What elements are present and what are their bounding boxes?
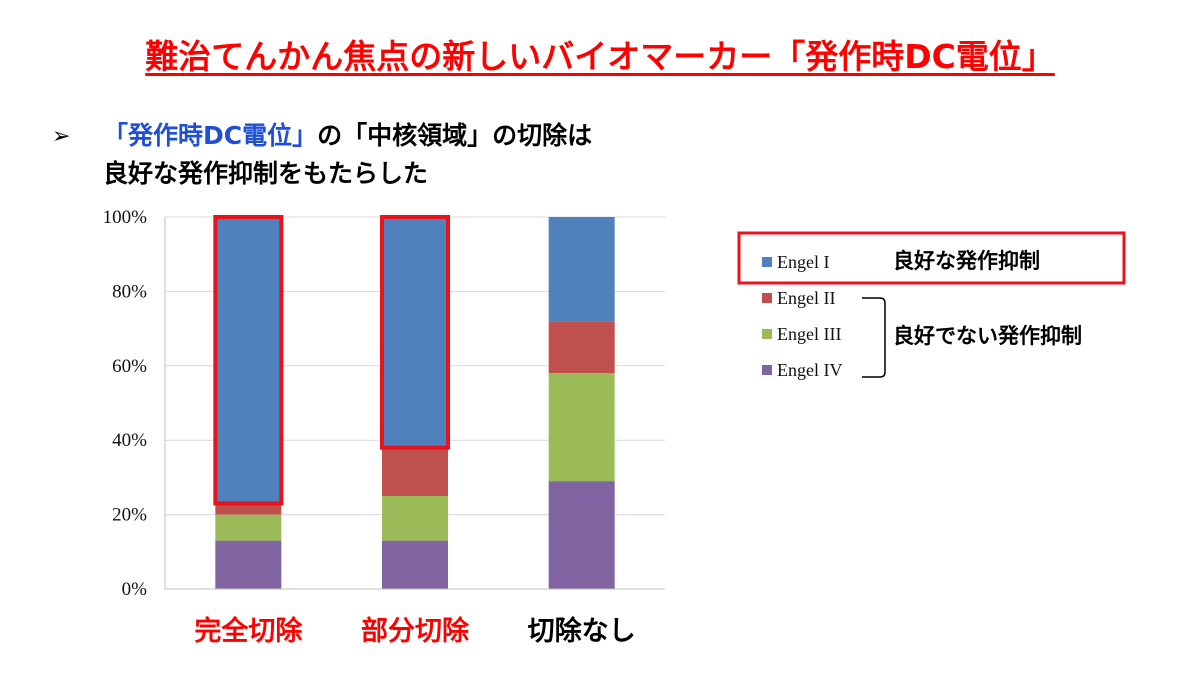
- bar-segment-engel-iii: [215, 514, 282, 541]
- bar-segment-engel-iv: [215, 540, 282, 589]
- bullet-line-1-rest: の「中核領域」の切除は: [317, 121, 593, 150]
- highlight-box: [213, 215, 284, 506]
- bar-segment-engel-i: [548, 217, 615, 322]
- bullet-text: 「発作時DC電位」の「中核領域」の切除は 良好な発作抑制をもたらした: [103, 117, 592, 193]
- legend-swatch: [762, 293, 772, 303]
- legend-note-good: 良好な発作抑制: [893, 249, 1040, 273]
- highlight-box: [380, 215, 450, 450]
- legend-swatch: [762, 257, 772, 267]
- legend-label: Engel I: [777, 252, 829, 272]
- slide-title: 難治てんかん焦点の新しいバイオマーカー「発作時DC電位」: [145, 37, 1055, 76]
- bar-segment-engel-iii: [382, 496, 448, 541]
- bars: [215, 217, 615, 589]
- legend-label: Engel II: [777, 288, 835, 308]
- y-tick-label: 100%: [103, 207, 148, 228]
- bullet-line-2: 良好な発作抑制をもたらした: [103, 159, 429, 188]
- bullet-highlight: 「発作時DC電位」: [103, 121, 318, 150]
- bar-segment-engel-ii: [215, 503, 282, 515]
- axes: 0% 20% 40% 60% 80% 100% 完全切除 部分切除 切除なし: [103, 207, 665, 647]
- y-tick-label: 0%: [122, 579, 148, 600]
- bar-segment-engel-i: [382, 217, 448, 448]
- bar-segment-engel-iv: [382, 540, 448, 589]
- x-category-label: 部分切除: [361, 615, 470, 647]
- bracket-icon: [862, 297, 886, 378]
- x-category-label: 切除なし: [528, 615, 636, 647]
- y-tick-label: 20%: [112, 505, 147, 526]
- bar-segment-engel-ii: [548, 321, 615, 374]
- y-tick-label: 40%: [112, 430, 147, 451]
- y-tick-label: 60%: [112, 356, 147, 377]
- y-tick-label: 80%: [112, 281, 147, 302]
- bar-segment-engel-iii: [548, 373, 615, 482]
- bar-segment-engel-iv: [548, 481, 615, 589]
- legend-label: Engel III: [777, 324, 841, 344]
- bar-segment-engel-i: [215, 217, 282, 504]
- bullet-arrow-icon: ➢: [52, 124, 71, 149]
- highlight-boxes: [213, 215, 450, 506]
- x-category-label: 完全切除: [194, 615, 303, 647]
- legend-swatch: [762, 365, 772, 375]
- legend-swatch: [762, 329, 772, 339]
- bullet-line-1: 「発作時DC電位」の「中核領域」の切除は: [103, 117, 592, 155]
- legend: Engel I Engel II Engel III Engel IV 良好な発作抑制良…: [737, 231, 1126, 380]
- legend-highlight-box: [737, 231, 1126, 285]
- legend-note-not-good: 良好でない発作抑制: [893, 324, 1082, 348]
- bar-segment-engel-ii: [382, 447, 448, 496]
- legend-label: Engel IV: [777, 360, 842, 380]
